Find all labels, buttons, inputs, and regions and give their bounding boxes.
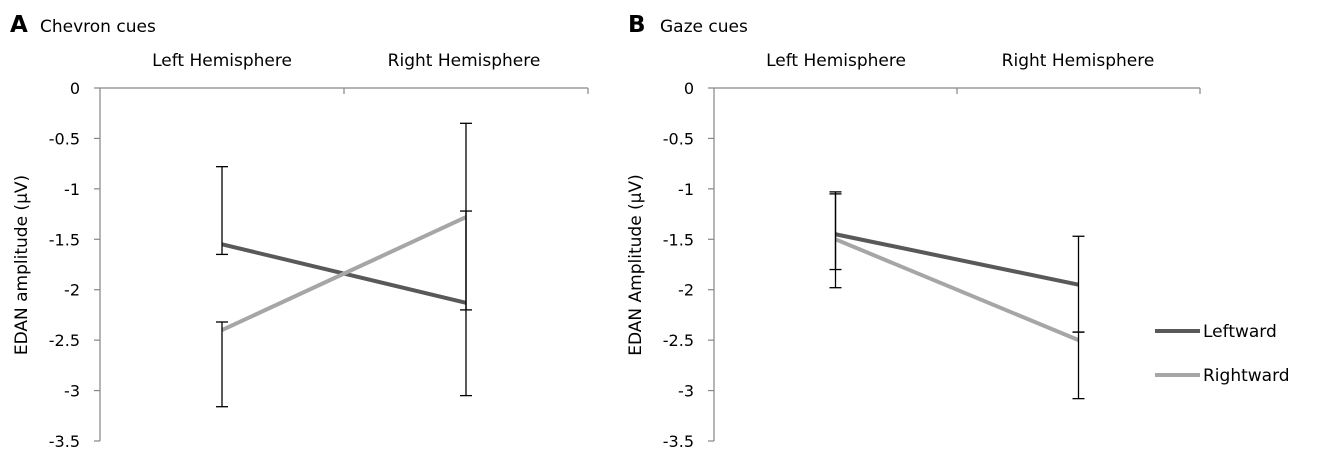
panel-a-y-tick-label: -3.5 [49, 432, 80, 451]
panel-a-y-tick-label: -1 [64, 180, 80, 199]
panel-b-line-leftward [835, 232, 1079, 287]
panel-b-y-tick-label: -2 [678, 281, 694, 300]
panel-a-y-tick-label: -3 [64, 382, 80, 401]
panel-a-category-left: Left Hemisphere [152, 51, 292, 71]
panel-b-letter: B [628, 12, 646, 38]
panel-b-y-axis-title: EDAN Amplitude (μV) [626, 174, 646, 356]
panel-b-y-tick-label: -3 [678, 382, 694, 401]
panel-b-y-tick-label: 0 [684, 79, 694, 98]
panel-b: B Gaze cues Left Hemisphere Right Hemisp… [626, 12, 1201, 451]
panel-b-title: Gaze cues [660, 17, 748, 37]
panel-b-y-tick-label: -2.5 [663, 331, 694, 350]
panel-a-category-right: Right Hemisphere [388, 51, 541, 71]
panel-a: A Chevron cues Left Hemisphere Right Hem… [10, 12, 589, 451]
panel-a-y-tick-label: -1.5 [49, 230, 80, 249]
panel-b-y-tick-label: -1 [678, 180, 694, 199]
panel-b-y-tick-label: -3.5 [663, 432, 694, 451]
panel-b-y-tick-label: -1.5 [663, 230, 694, 249]
panel-a-letter: A [10, 12, 28, 38]
panel-a-y-tick-label: 0 [70, 79, 80, 98]
panel-a-y-tick-label: -2 [64, 281, 80, 300]
panel-b-category-right: Right Hemisphere [1002, 51, 1155, 71]
panel-a-y-axis-title: EDAN amplitude (μV) [12, 175, 32, 355]
panel-a-title: Chevron cues [40, 17, 156, 37]
legend-label-rightward: Rightward [1203, 366, 1290, 386]
panel-a-y-tick-label: -2.5 [49, 331, 80, 350]
panel-b-line-rightward [834, 237, 1080, 342]
legend: Leftward Rightward [1155, 322, 1290, 386]
legend-label-leftward: Leftward [1203, 322, 1277, 342]
panel-a-y-tick-label: -0.5 [49, 129, 80, 148]
panel-b-y-tick-label: -0.5 [663, 129, 694, 148]
panel-a-line-rightward [221, 215, 467, 332]
panel-b-category-left: Left Hemisphere [766, 51, 906, 71]
